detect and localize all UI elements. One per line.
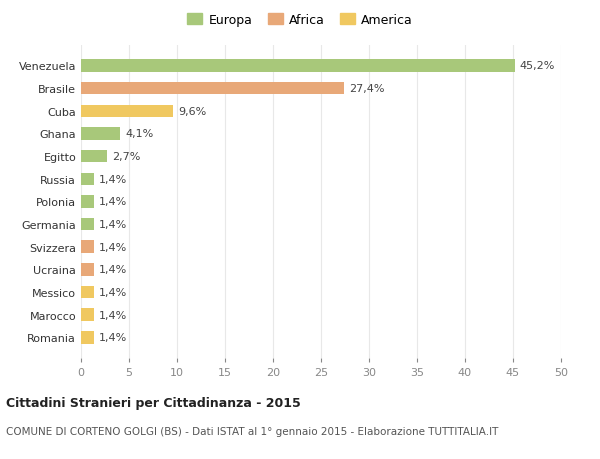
Bar bbox=[81, 83, 344, 95]
Text: 9,6%: 9,6% bbox=[178, 106, 206, 117]
Bar bbox=[81, 331, 94, 344]
Bar bbox=[81, 263, 94, 276]
Bar bbox=[81, 196, 94, 208]
Bar bbox=[81, 286, 94, 299]
Text: 27,4%: 27,4% bbox=[349, 84, 385, 94]
Text: 45,2%: 45,2% bbox=[520, 62, 555, 71]
Text: 1,4%: 1,4% bbox=[99, 219, 127, 230]
Bar bbox=[81, 151, 107, 163]
Bar bbox=[81, 173, 94, 185]
Text: 4,1%: 4,1% bbox=[125, 129, 154, 139]
Text: 1,4%: 1,4% bbox=[99, 242, 127, 252]
Bar bbox=[81, 309, 94, 321]
Text: 1,4%: 1,4% bbox=[99, 265, 127, 275]
Text: 1,4%: 1,4% bbox=[99, 174, 127, 185]
Bar bbox=[81, 218, 94, 231]
Text: 1,4%: 1,4% bbox=[99, 197, 127, 207]
Bar bbox=[81, 128, 121, 140]
Text: 1,4%: 1,4% bbox=[99, 310, 127, 320]
Text: 1,4%: 1,4% bbox=[99, 287, 127, 297]
Text: 1,4%: 1,4% bbox=[99, 333, 127, 342]
Bar bbox=[81, 105, 173, 118]
Legend: Europa, Africa, America: Europa, Africa, America bbox=[182, 9, 418, 32]
Text: Cittadini Stranieri per Cittadinanza - 2015: Cittadini Stranieri per Cittadinanza - 2… bbox=[6, 396, 301, 409]
Bar bbox=[81, 241, 94, 253]
Bar bbox=[81, 60, 515, 73]
Text: COMUNE DI CORTENO GOLGI (BS) - Dati ISTAT al 1° gennaio 2015 - Elaborazione TUTT: COMUNE DI CORTENO GOLGI (BS) - Dati ISTA… bbox=[6, 426, 499, 436]
Text: 2,7%: 2,7% bbox=[112, 152, 140, 162]
